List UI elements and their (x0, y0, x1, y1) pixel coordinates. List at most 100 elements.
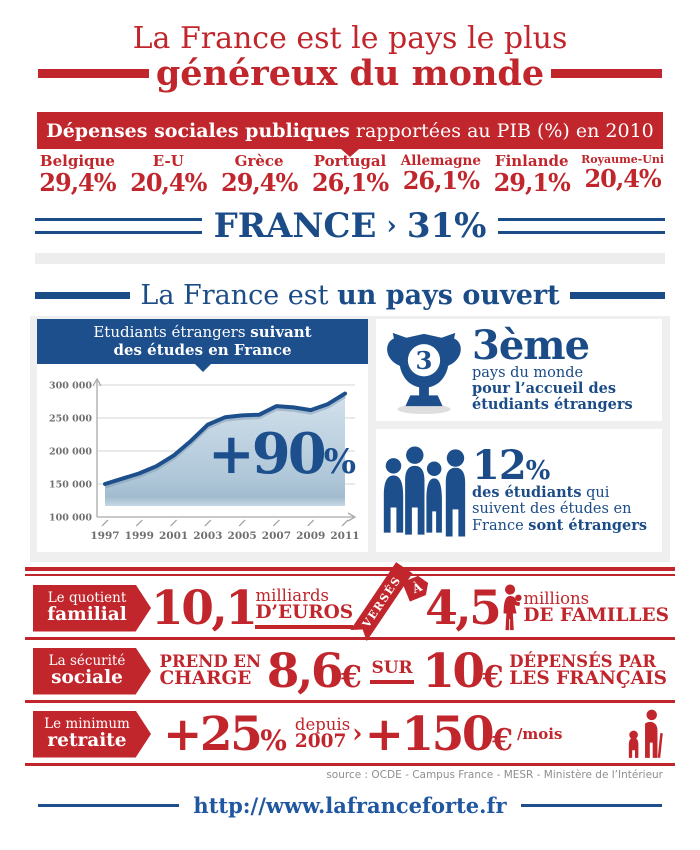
percent-sign: % (260, 723, 287, 757)
svg-text:2001: 2001 (159, 530, 188, 542)
chart-title-bold: suivant (250, 323, 312, 342)
depuis-2007: depuis 2007 (294, 714, 351, 752)
unit-top: millions (523, 588, 590, 608)
svg-text:1997: 1997 (90, 530, 119, 542)
open-title-regular: La France est (140, 280, 338, 311)
rule-top-thin (25, 574, 675, 576)
depenses-par: DÉPENSÉS PAR LES FRANÇAIS (509, 651, 667, 689)
svg-text:2007: 2007 (262, 530, 291, 542)
students-fact-text: 12% des étudiants qui suivent des études… (472, 446, 662, 534)
country-grece: Grèce 29,4% (214, 152, 305, 197)
label-line2: retraite (47, 730, 127, 752)
students-big: 12% (472, 446, 662, 487)
france-label: FRANCE (213, 206, 377, 246)
unit-bottom: 2007 (294, 731, 347, 752)
ribbon-tip-text: À (410, 579, 425, 596)
rule-top-thick (25, 567, 675, 571)
label-line2: sociale (51, 667, 123, 689)
country-value: 26,1% (311, 167, 389, 197)
source-line: source : OCDE - Campus France - MESR - M… (326, 769, 663, 781)
open-title-right-bar (569, 292, 665, 299)
securite-label-box: La sécurité sociale (33, 647, 151, 695)
title-right-bar (551, 69, 662, 78)
footer-right-bar (520, 804, 662, 807)
growth-number: +90 (207, 421, 327, 487)
country-name: E-U (152, 152, 184, 170)
country-name: Royaume-Uni (581, 153, 665, 166)
retraite-label-box: Le minimum retraite (33, 710, 151, 758)
families-unit: millions DE FAMILLES (523, 588, 669, 626)
svg-text:150 000: 150 000 (49, 480, 92, 491)
svg-text:300 000: 300 000 (49, 381, 92, 392)
footer-row: http://www.lafranceforte.fr (38, 793, 662, 818)
students-line1-rest: qui (581, 485, 610, 502)
country-value: 26,1% (402, 166, 480, 196)
amount-10: 10€ (422, 643, 504, 699)
students-line2: suivent des études en (472, 501, 632, 518)
country-name: Allemagne (400, 153, 481, 169)
students-chart-card: Etudiants étrangers suivant des études e… (37, 319, 368, 552)
unit-top: milliards (255, 585, 329, 605)
country-name: Portugal (313, 152, 387, 170)
area-chart-svg: 100 000 150 000 200 000 250 000 300 000 1997 1… (49, 377, 360, 542)
students-line3-regular: France (472, 517, 529, 534)
country-name: Grèce (234, 152, 284, 170)
students-line1-bold: des étudiants (472, 484, 582, 502)
quotient-amount: 10,1 (151, 580, 258, 636)
students-line3-bold: sont étrangers (528, 516, 648, 534)
students-percent: % (525, 456, 551, 487)
unit-bottom: D’EUROS (255, 603, 354, 629)
countries-row: Belgique 29,4% E-U 20,4% Grèce 29,4% Por… (32, 152, 668, 197)
section-divider (35, 253, 665, 264)
rule-mid-1 (25, 637, 675, 640)
country-name: Belgique (39, 152, 115, 170)
rule-bottom (25, 763, 675, 766)
chart-header: Etudiants étrangers suivant des études e… (37, 319, 368, 372)
svg-text:100 000: 100 000 (49, 513, 92, 524)
pib-banner-pointer (341, 149, 359, 157)
country-value: 29,4% (39, 167, 116, 197)
unit-bottom: DE FAMILLES (523, 605, 669, 626)
svg-text:2005: 2005 (228, 530, 257, 542)
country-finlande: Finlande 29,1% (486, 153, 577, 197)
label-line1: Le quotient (47, 590, 127, 607)
verses-ribbon: VERSÉS À (353, 579, 425, 637)
page-title-line2-row: généreux du monde (38, 56, 662, 91)
rank-line2: pour l’accueil des (472, 379, 617, 397)
country-value: 29,4% (221, 167, 298, 197)
france-stat-row: FRANCE › 31% (35, 206, 666, 246)
svg-text:2003: 2003 (193, 530, 222, 542)
students-group-icon (376, 443, 472, 539)
site-url-link[interactable]: http://www.lafranceforte.fr (193, 793, 507, 818)
amount-8-6: 8,6€ (266, 643, 362, 699)
euro-sign: € (482, 659, 504, 695)
quotient-amount-unit: milliards D’EUROS (255, 585, 354, 629)
elderly-child-icon (625, 708, 667, 760)
country-value: 29,1% (493, 167, 571, 197)
quotient-label-box: Le quotient familial (33, 584, 151, 632)
title-left-bar (38, 69, 149, 78)
unit-bottom: LES FRANÇAIS (509, 668, 667, 689)
country-royaume-uni: Royaume-Uni 20,4% (577, 154, 668, 195)
label-line1: La sécurité (48, 653, 126, 670)
open-title-bold: un pays ouvert (337, 280, 560, 311)
country-value: 20,4% (584, 163, 661, 193)
rank-big: 3ème (472, 321, 590, 369)
svg-text:250 000: 250 000 (49, 414, 92, 425)
euro-sign: € (341, 659, 362, 695)
growth-percent: % (323, 442, 356, 482)
unit-top: depuis (294, 714, 351, 734)
pib-banner: Dépenses sociales publiques rapportées a… (37, 112, 663, 157)
country-value: 20,4% (130, 167, 207, 197)
svg-text:1999: 1999 (125, 530, 154, 542)
footer-left-bar (38, 804, 180, 807)
trophy-number: 3 (415, 346, 432, 375)
page-title-line1: La France est le pays le plus (132, 21, 568, 56)
chevron-right-icon: › (386, 211, 397, 241)
stat-row-quotient-familial: Le quotient familial 10,1 milliards D’EU… (33, 578, 669, 638)
country-portugal: Portugal 26,1% (305, 152, 396, 197)
rank-fact-card: 3 3ème pays du monde pour l’accueil des … (376, 319, 662, 421)
unit-top: DÉPENSÉS PAR (509, 651, 657, 671)
stat-row-securite-sociale: La sécurité sociale PREND EN CHARGE 8,6€… (33, 641, 667, 701)
rank-line3: étudiants étrangers (472, 396, 633, 414)
